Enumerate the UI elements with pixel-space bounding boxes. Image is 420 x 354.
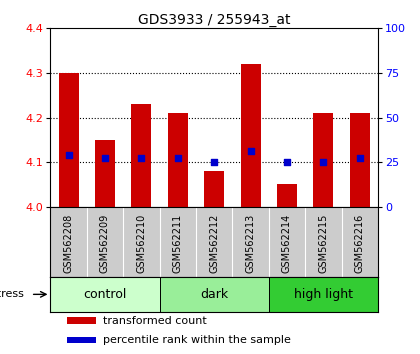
Title: GDS3933 / 255943_at: GDS3933 / 255943_at [138, 13, 291, 27]
Bar [131, 104, 152, 207]
Text: GSM562210: GSM562210 [136, 213, 147, 273]
Point [138, 155, 145, 160]
Point [320, 159, 327, 165]
Text: GSM562209: GSM562209 [100, 213, 110, 273]
Point [102, 155, 108, 160]
Point [357, 155, 363, 160]
Text: transformed count: transformed count [103, 316, 207, 326]
Text: stress: stress [0, 289, 24, 299]
Bar [350, 113, 370, 207]
Bar [95, 140, 115, 207]
Bar [67, 337, 96, 343]
Bar [269, 277, 378, 312]
Point [211, 159, 218, 165]
Text: GSM562213: GSM562213 [246, 213, 256, 273]
Text: control: control [83, 288, 127, 301]
Text: GSM562208: GSM562208 [63, 213, 73, 273]
Point [284, 159, 290, 165]
Text: high light: high light [294, 288, 353, 301]
Text: percentile rank within the sample: percentile rank within the sample [103, 335, 291, 345]
Bar [59, 73, 79, 207]
Text: GSM562211: GSM562211 [173, 213, 183, 273]
Text: GSM562215: GSM562215 [318, 213, 328, 273]
Bar [50, 277, 160, 312]
Bar [168, 113, 188, 207]
Bar [277, 184, 297, 207]
Bar [67, 318, 96, 324]
Point [174, 155, 181, 160]
Bar [160, 277, 269, 312]
Text: GSM562216: GSM562216 [355, 213, 365, 273]
Text: GSM562212: GSM562212 [209, 213, 219, 273]
Point [247, 148, 254, 154]
Bar [313, 113, 333, 207]
Bar [241, 64, 260, 207]
Text: dark: dark [200, 288, 228, 301]
Text: GSM562214: GSM562214 [282, 213, 292, 273]
Bar [204, 171, 224, 207]
Point [65, 153, 72, 158]
